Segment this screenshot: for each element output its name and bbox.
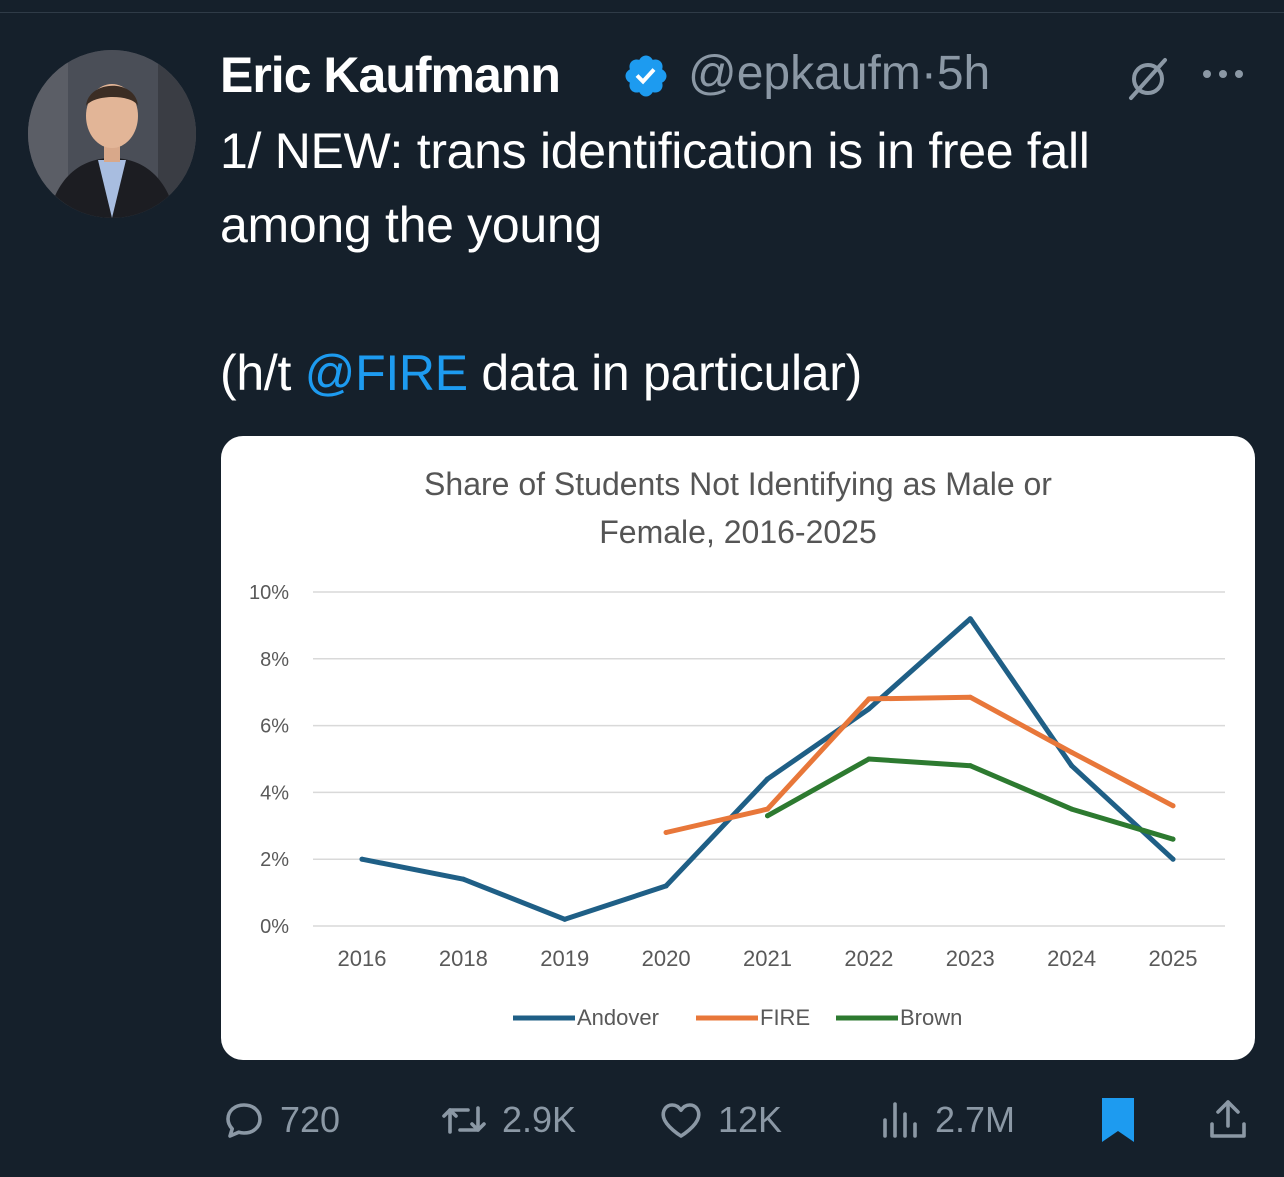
reply-icon: [226, 1103, 262, 1138]
data-point-fire: [765, 806, 770, 812]
data-point-andover: [866, 706, 872, 712]
y-tick-label: 2%: [260, 849, 289, 871]
data-point-andover: [765, 776, 770, 782]
legend-label-fire: FIRE: [760, 1005, 810, 1030]
repost-button[interactable]: 2.9K: [438, 1090, 576, 1150]
tweet-text: 1/ NEW: trans identification is in free …: [220, 114, 1260, 410]
y-tick-label: 4%: [260, 782, 289, 804]
x-tick-label: 2020: [642, 946, 691, 971]
legend-label-brown: Brown: [900, 1005, 962, 1030]
reply-button[interactable]: 720: [220, 1090, 340, 1150]
legend-label-andover: Andover: [577, 1005, 659, 1030]
like-icon: [661, 1103, 701, 1138]
x-tick-label: 2016: [338, 946, 387, 971]
x-tick-label: 2023: [946, 946, 995, 971]
data-point-andover: [967, 616, 973, 622]
y-tick-label: 6%: [260, 716, 289, 738]
x-tick-label: 2025: [1149, 946, 1198, 971]
data-point-brown: [1069, 806, 1075, 812]
data-point-andover: [359, 856, 365, 862]
avatar[interactable]: [28, 50, 196, 218]
x-tick-label: 2024: [1047, 946, 1096, 971]
mention-link[interactable]: @FIRE: [304, 345, 468, 401]
data-point-andover: [1069, 763, 1075, 769]
data-point-fire: [866, 696, 872, 702]
data-point-brown: [866, 756, 872, 762]
chart-title-line-1: Share of Students Not Identifying as Mal…: [424, 466, 1052, 502]
like-count: 12K: [718, 1099, 783, 1140]
chart-title: Share of Students Not Identifying as Mal…: [221, 460, 1255, 556]
like-button[interactable]: 12K: [656, 1090, 782, 1150]
chart-image-card[interactable]: Share of Students Not Identifying as Mal…: [221, 436, 1255, 1060]
author-name[interactable]: Eric Kaufmann: [220, 47, 561, 103]
views-icon: [883, 1102, 917, 1138]
data-point-fire: [663, 829, 669, 835]
author-handle[interactable]: @epkaufm·5h: [688, 46, 990, 101]
views-button[interactable]: 2.7M: [875, 1090, 1015, 1150]
timestamp[interactable]: 5h: [936, 47, 991, 100]
data-point-brown: [967, 763, 973, 769]
data-point-brown: [1170, 836, 1176, 842]
tweet-header: Eric Kaufmann @epkaufm·5h: [220, 42, 1260, 106]
x-tick-label: 2018: [439, 946, 488, 971]
verified-badge-icon: [625, 55, 667, 97]
reply-count: 720: [280, 1099, 341, 1140]
series-line-fire: [663, 694, 1176, 835]
y-tick-label: 0%: [260, 916, 289, 938]
handle-text: @epkaufm: [688, 47, 921, 100]
data-point-fire: [967, 694, 973, 700]
bookmark-button[interactable]: [1094, 1090, 1142, 1150]
text-suffix: data in particular): [467, 345, 862, 401]
tweet-text-line-1: 1/ NEW: trans identification is in free …: [220, 123, 1090, 179]
data-point-andover: [1170, 856, 1176, 862]
views-count: 2.7M: [935, 1099, 1016, 1140]
data-point-fire: [1170, 803, 1176, 809]
bookmark-icon: [1102, 1098, 1134, 1142]
more-icon[interactable]: [1198, 54, 1248, 94]
top-divider: [0, 12, 1284, 13]
y-tick-label: 10%: [249, 582, 289, 604]
y-tick-label: 8%: [260, 649, 289, 671]
action-bar: 720 2.9K 12K 2.7M: [220, 1090, 1260, 1150]
line-chart: 0% 2% 4% 6% 8% 10% 2016 2018 2019 2020 2021 2022 202…: [249, 582, 1225, 1030]
data-point-andover: [663, 883, 669, 889]
data-point-fire: [1069, 749, 1075, 755]
repost-count: 2.9K: [502, 1099, 577, 1140]
data-point-andover: [562, 916, 568, 922]
chart-title-line-2: Female, 2016-2025: [599, 514, 877, 550]
x-tick-label: 2021: [743, 946, 792, 971]
grok-icon[interactable]: [1125, 56, 1171, 102]
data-point-andover: [460, 876, 466, 882]
series-line-andover: [359, 616, 1176, 922]
tweet-text-line-3: (h/t @FIRE data in particular): [220, 336, 1260, 410]
share-button[interactable]: [1204, 1090, 1252, 1150]
tweet-text-line-2: among the young: [220, 197, 602, 253]
share-icon: [1210, 1100, 1246, 1138]
retweet-icon: [442, 1106, 486, 1134]
separator-dot: ·: [920, 47, 937, 100]
data-point-brown: [765, 813, 770, 819]
text-prefix: (h/t: [220, 345, 305, 401]
tweet-text-spacer: [220, 262, 1260, 336]
x-tick-label: 2022: [844, 946, 893, 971]
x-tick-label: 2019: [540, 946, 589, 971]
